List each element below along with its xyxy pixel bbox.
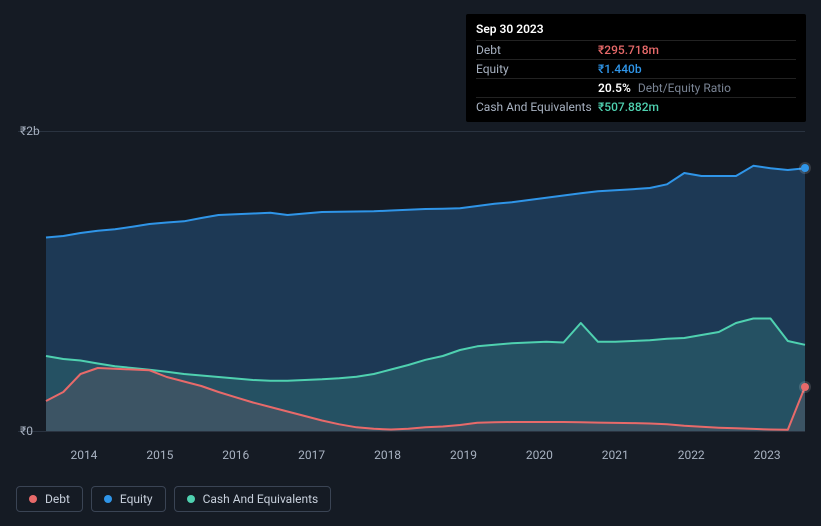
- legend-label: Debt: [45, 492, 70, 506]
- legend-dot-icon: [104, 495, 112, 503]
- tooltip-label: Cash And Equivalents: [476, 100, 598, 114]
- x-axis-tick: 2023: [729, 448, 805, 462]
- end-marker-debt: [801, 383, 809, 391]
- tooltip-row-ratio: 20.5% Debt/Equity Ratio: [476, 78, 796, 97]
- x-axis-tick: 2017: [274, 448, 350, 462]
- y-axis-label: ₹0: [20, 424, 33, 438]
- tooltip-ratio-value: 20.5%: [598, 81, 631, 95]
- legend-item-cash-and-equivalents[interactable]: Cash And Equivalents: [174, 486, 332, 512]
- tooltip-date: Sep 30 2023: [476, 20, 796, 40]
- tooltip-label: Debt: [476, 43, 598, 57]
- tooltip-ratio-label: Debt/Equity Ratio: [638, 81, 731, 95]
- tooltip-row-cash: Cash And Equivalents ₹507.882m: [476, 97, 796, 116]
- x-axis-tick: 2018: [350, 448, 426, 462]
- tooltip-value: ₹1.440b: [598, 62, 642, 76]
- x-axis-tick: 2022: [653, 448, 729, 462]
- x-axis-tick: 2020: [501, 448, 577, 462]
- x-axis-tick: 2014: [46, 448, 122, 462]
- legend-label: Equity: [120, 492, 153, 506]
- tooltip-row-equity: Equity ₹1.440b: [476, 59, 796, 78]
- chart-tooltip: Sep 30 2023 Debt ₹295.718m Equity ₹1.440…: [466, 14, 806, 122]
- end-marker-equity: [801, 164, 809, 172]
- tooltip-value: ₹507.882m: [598, 100, 659, 114]
- tooltip-row-debt: Debt ₹295.718m: [476, 40, 796, 59]
- legend-item-equity[interactable]: Equity: [91, 486, 166, 512]
- x-axis: 2014201520162017201820192020202120222023: [46, 448, 805, 462]
- tooltip-value: ₹295.718m: [598, 43, 659, 57]
- x-axis-tick: 2016: [198, 448, 274, 462]
- legend-dot-icon: [29, 495, 37, 503]
- legend: Debt Equity Cash And Equivalents: [16, 486, 331, 512]
- x-axis-tick: 2019: [426, 448, 502, 462]
- x-axis-tick: 2021: [577, 448, 653, 462]
- y-axis-label: ₹2b: [20, 124, 40, 138]
- legend-label: Cash And Equivalents: [203, 492, 319, 506]
- legend-item-debt[interactable]: Debt: [16, 486, 83, 512]
- legend-dot-icon: [187, 495, 195, 503]
- tooltip-label: Equity: [476, 62, 598, 76]
- tooltip-label: [476, 81, 598, 95]
- debt-equity-chart: Sep 30 2023 Debt ₹295.718m Equity ₹1.440…: [0, 0, 821, 526]
- x-axis-tick: 2015: [122, 448, 198, 462]
